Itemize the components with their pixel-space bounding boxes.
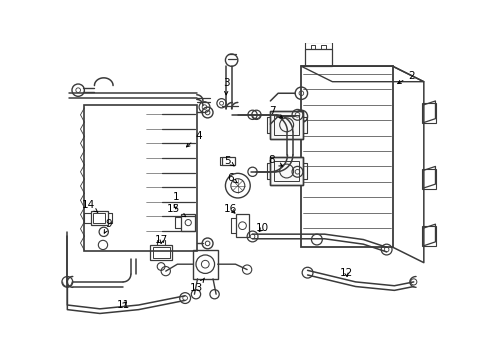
Text: 6: 6 (227, 173, 237, 183)
Text: 4: 4 (186, 131, 202, 147)
Bar (150, 245, 172, 260)
Bar (422, 226, 435, 247)
Text: 9: 9 (104, 219, 112, 233)
Text: 12: 12 (339, 267, 352, 278)
Text: 1: 1 (172, 192, 179, 209)
Bar (84, 105, 196, 251)
Text: 7: 7 (268, 106, 282, 118)
Text: 3: 3 (223, 78, 229, 95)
Text: 14: 14 (81, 200, 98, 212)
Bar (235, 214, 249, 237)
Bar (270, 111, 302, 139)
Bar (192, 249, 217, 279)
Text: 13: 13 (190, 278, 204, 293)
Bar (90, 211, 107, 225)
Text: 17: 17 (155, 235, 168, 244)
Text: 10: 10 (256, 223, 268, 233)
Bar (301, 66, 392, 247)
Bar (270, 111, 302, 139)
Bar (222, 157, 234, 165)
Text: 15: 15 (166, 204, 185, 217)
Bar (422, 103, 435, 123)
Bar (422, 169, 435, 189)
Text: 2: 2 (397, 71, 414, 84)
Bar (270, 157, 302, 185)
Bar (274, 161, 299, 181)
Bar (181, 214, 195, 231)
Bar (93, 213, 105, 222)
Bar (270, 157, 302, 185)
Text: 11: 11 (116, 300, 129, 310)
Bar (305, 49, 332, 66)
Bar (274, 115, 299, 135)
Bar (152, 247, 169, 258)
Text: 5: 5 (224, 156, 234, 166)
Text: 8: 8 (268, 155, 282, 166)
Text: 16: 16 (223, 204, 236, 214)
